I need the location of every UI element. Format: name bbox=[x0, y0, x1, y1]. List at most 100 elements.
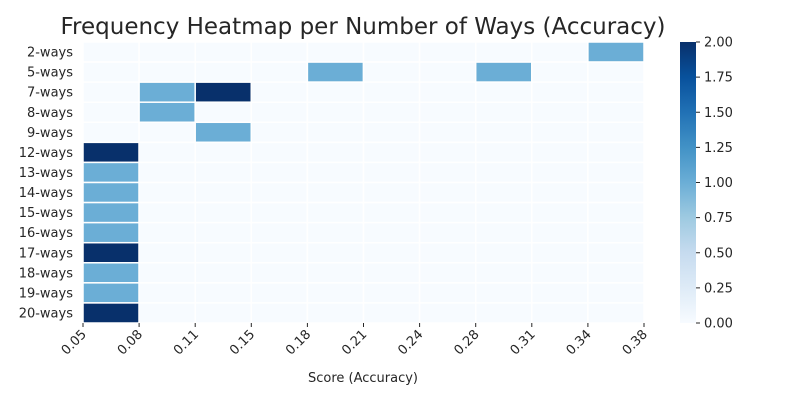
heatmap-cell bbox=[250, 81, 309, 103]
heatmap-cell bbox=[587, 302, 645, 324]
heatmap-cell bbox=[306, 302, 365, 324]
heatmap-cell bbox=[250, 221, 309, 244]
heatmap-cell bbox=[531, 121, 589, 144]
heatmap-cell bbox=[587, 141, 645, 164]
heatmap-cell bbox=[250, 161, 309, 184]
heatmap-cell bbox=[362, 141, 421, 164]
y-tick-label: 20-ways bbox=[19, 306, 74, 321]
heatmap-cell bbox=[306, 121, 365, 144]
heatmap-cell bbox=[194, 302, 253, 324]
heatmap-cell bbox=[587, 41, 645, 63]
heatmap-cell bbox=[82, 262, 140, 284]
heatmap-cell bbox=[531, 302, 589, 324]
colorbar-tick-label: 0.75 bbox=[704, 211, 733, 226]
heatmap-cell bbox=[362, 201, 421, 224]
heatmap-cell bbox=[587, 101, 645, 124]
heatmap-cell bbox=[362, 41, 421, 63]
heatmap-cell bbox=[362, 81, 421, 103]
heatmap-cell bbox=[138, 282, 196, 304]
heatmap-cell bbox=[82, 221, 140, 244]
heatmap-cell bbox=[194, 221, 253, 244]
heatmap-cell bbox=[306, 41, 365, 63]
x-tick-label: 0.38 bbox=[620, 327, 651, 358]
heatmap-cell bbox=[418, 282, 477, 304]
heatmap-cell bbox=[418, 221, 477, 244]
y-tick-label: 7-ways bbox=[27, 86, 73, 101]
heatmap-cell bbox=[306, 181, 365, 204]
heatmap-cell bbox=[82, 161, 140, 184]
x-tick-label: 0.08 bbox=[115, 327, 146, 358]
x-tick-label: 0.28 bbox=[451, 327, 482, 358]
y-tick-label: 5-ways bbox=[27, 66, 73, 81]
heatmap-cell bbox=[138, 241, 196, 264]
heatmap-cell bbox=[82, 101, 140, 124]
heatmap-cell bbox=[587, 181, 645, 204]
colorbar-tick-label: 1.00 bbox=[704, 176, 733, 191]
heatmap-cell bbox=[250, 262, 309, 284]
heatmap-cell bbox=[82, 201, 140, 224]
heatmap-cell bbox=[250, 41, 309, 63]
heatmap-cell bbox=[250, 101, 309, 124]
heatmap-cell bbox=[587, 282, 645, 304]
heatmap-cell bbox=[138, 41, 196, 63]
heatmap-cell bbox=[194, 41, 253, 63]
y-tick-label: 12-ways bbox=[19, 146, 74, 161]
heatmap-cell bbox=[362, 101, 421, 124]
x-tick-label: 0.21 bbox=[339, 327, 370, 358]
heatmap-cell bbox=[306, 61, 365, 83]
x-tick-labels: 0.05 0.08 0.11 0.15 0.18 0.21 0.24 0.28 0.31 0.34… bbox=[59, 323, 651, 358]
heatmap-cell bbox=[82, 241, 140, 264]
heatmap-cell bbox=[587, 161, 645, 184]
heatmap-cell bbox=[474, 282, 533, 304]
heatmap-cell bbox=[82, 121, 140, 144]
heatmap-cell bbox=[362, 221, 421, 244]
heatmap-cell bbox=[474, 262, 533, 284]
heatmap-cell bbox=[362, 61, 421, 83]
heatmap-cell bbox=[250, 282, 309, 304]
heatmap-cell bbox=[306, 101, 365, 124]
heatmap-cell bbox=[250, 141, 309, 164]
heatmap-cell bbox=[194, 201, 253, 224]
heatmap-cell bbox=[250, 201, 309, 224]
heatmap-cell bbox=[531, 101, 589, 124]
heatmap-cell bbox=[587, 61, 645, 83]
x-tick-label: 0.34 bbox=[564, 327, 595, 358]
y-tick-label: 13-ways bbox=[19, 166, 74, 181]
x-tick-label: 0.18 bbox=[283, 327, 314, 358]
y-tick-label: 2-ways bbox=[27, 46, 73, 61]
heatmap-cell bbox=[474, 141, 533, 164]
heatmap-cell bbox=[531, 61, 589, 83]
heatmap-cell bbox=[138, 101, 196, 124]
heatmap-cell bbox=[362, 121, 421, 144]
heatmap-cell bbox=[362, 302, 421, 324]
y-tick-label: 9-ways bbox=[27, 126, 73, 141]
heatmap-cell bbox=[194, 241, 253, 264]
heatmap-cell bbox=[474, 41, 533, 63]
heatmap-cell bbox=[306, 161, 365, 184]
heatmap-cell bbox=[362, 262, 421, 284]
heatmap-cell bbox=[531, 181, 589, 204]
y-tick-label: 17-ways bbox=[19, 246, 74, 261]
heatmap-cell bbox=[587, 262, 645, 284]
heatmap-cell bbox=[82, 141, 140, 164]
heatmap-cell bbox=[306, 141, 365, 164]
heatmap-cell bbox=[362, 241, 421, 264]
colorbar-tick-label: 1.25 bbox=[704, 141, 733, 156]
heatmap-cell bbox=[194, 61, 253, 83]
y-tick-label: 18-ways bbox=[19, 266, 74, 281]
heatmap-cells bbox=[82, 41, 645, 324]
colorbar-tick-label: 0.50 bbox=[704, 246, 733, 261]
heatmap-cell bbox=[362, 282, 421, 304]
y-tick-label: 8-ways bbox=[27, 106, 73, 121]
heatmap-cell bbox=[306, 241, 365, 264]
heatmap-cell bbox=[474, 61, 533, 83]
heatmap-cell bbox=[306, 262, 365, 284]
y-tick-label: 16-ways bbox=[19, 226, 74, 241]
colorbar-tick-label: 1.75 bbox=[704, 71, 733, 86]
heatmap-cell bbox=[418, 181, 477, 204]
heatmap-cell bbox=[138, 302, 196, 324]
heatmap-cell bbox=[418, 241, 477, 264]
heatmap-cell bbox=[82, 302, 140, 324]
heatmap-cell bbox=[138, 61, 196, 83]
